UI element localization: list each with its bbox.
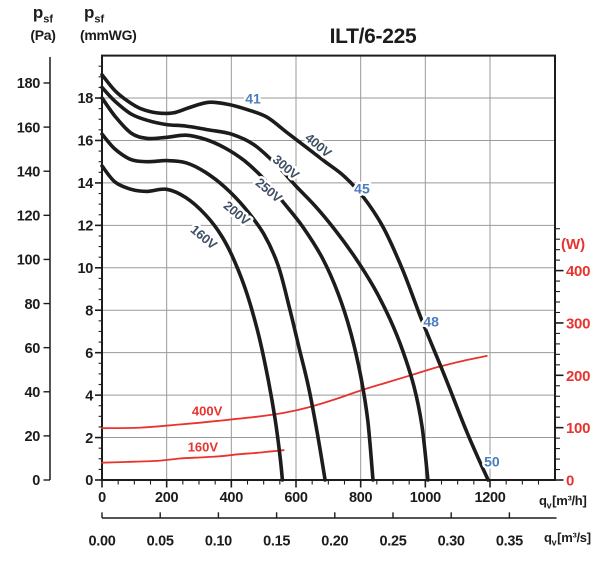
flow-tick-label: 1000 (410, 490, 441, 506)
qs-axis: 0.00 0.05 0.10 0.15 0.20 0.25 0.30 0.35 (88, 512, 557, 550)
noise-level-label: 41 (245, 91, 261, 107)
pa-axis-symbol: psf (32, 3, 54, 26)
qs-tick-label: 0.35 (496, 534, 523, 550)
flow-tick-label: 0 (98, 490, 106, 506)
watt-tick-label: 200 (566, 368, 590, 385)
pressure-curve-300V (100, 85, 430, 482)
power-curve-label: 160V (188, 440, 219, 455)
mmwg-tick-label: 18 (77, 91, 93, 107)
flow-tick-label: 600 (284, 490, 308, 506)
mmwg-tick-label: 16 (77, 134, 93, 150)
mmwg-axis-unit: (mmWG) (80, 26, 137, 43)
power-labels: 400V 160V (185, 401, 225, 457)
mmwg-tick-label: 8 (85, 303, 93, 319)
mmwg-tick-label: 4 (85, 388, 93, 404)
mmwg-tick-label: 14 (77, 176, 93, 192)
mmwg-tick-label: 0 (85, 473, 93, 489)
watt-tick-label: 300 (566, 315, 590, 332)
flow-tick-label: 800 (349, 490, 373, 506)
chart-title: ILT/6-225 (329, 25, 417, 48)
flow-tick-label: 1200 (474, 490, 505, 506)
pa-tick-label: 100 (17, 253, 41, 269)
watt-axis-unit: (W) (561, 236, 586, 253)
power-curve-label: 400V (192, 403, 223, 418)
pa-axis-ticks: 180 160 140 120 100 80 60 40 20 0 (17, 76, 50, 489)
flow-axis-ticks: 0 200 400 600 800 1000 1200 (98, 480, 540, 506)
mmwg-axis-title: psf (mmWG) (80, 4, 170, 43)
noise-level-label: 50 (484, 453, 500, 469)
noise-level-label: 48 (423, 313, 439, 329)
pa-tick-label: 20 (24, 429, 40, 445)
noise-labels: 41 45 48 50 (243, 88, 503, 472)
pressure-curves (100, 72, 490, 482)
pa-tick-label: 60 (24, 341, 40, 357)
mmwg-tick-label: 10 (77, 261, 93, 277)
qs-tick-label: 0.05 (147, 534, 174, 550)
flow-axis-unit-m3s: qv [m³/s] (544, 530, 591, 548)
watt-tick-label: 0 (566, 473, 574, 490)
voltage-curve-label: 200V (221, 198, 254, 229)
qs-tick-label: 0.10 (205, 534, 232, 550)
pressure-curve-400V (100, 72, 490, 482)
pa-tick-label: 140 (17, 164, 41, 180)
voltage-curve-label: 300V (270, 152, 303, 183)
watt-tick-label: 400 (566, 263, 590, 280)
watt-tick-label: 100 (566, 420, 590, 437)
noise-level-label: 45 (354, 181, 370, 197)
pa-tick-label: 0 (32, 473, 40, 489)
pa-tick-label: 160 (17, 120, 41, 136)
mmwg-axis-ticks: 18 16 14 12 10 8 6 4 2 0 (77, 65, 102, 489)
pressure-curve-200V (100, 132, 327, 482)
mmwg-tick-label: 12 (77, 219, 93, 235)
qs-tick-label: 0.20 (321, 534, 348, 550)
mmwg-tick-label: 2 (85, 431, 93, 447)
pressure-curve-250V (100, 96, 375, 482)
pa-axis-title: psf (Pa) (14, 4, 72, 43)
qs-tick-label: 0.25 (379, 534, 406, 550)
pa-tick-label: 120 (17, 209, 41, 225)
mmwg-tick-label: 6 (85, 346, 93, 362)
qs-tick-label: 0.00 (88, 534, 115, 550)
flow-tick-label: 200 (155, 490, 179, 506)
mmwg-axis-symbol: psf (84, 3, 105, 26)
pressure-curve-160V (100, 164, 285, 482)
power-curve-160V (101, 449, 285, 464)
pa-tick-label: 80 (24, 297, 40, 313)
pa-tick-label: 40 (24, 385, 40, 401)
qs-tick-label: 0.30 (438, 534, 465, 550)
flow-axis-unit-m3h: qv [m³/h] (539, 493, 587, 511)
power-curves (101, 355, 488, 464)
flow-tick-label: 400 (220, 490, 244, 506)
qs-tick-label: 0.15 (263, 534, 290, 550)
power-curve-400V (101, 355, 488, 430)
pa-axis-unit: (Pa) (30, 26, 56, 43)
pa-tick-label: 180 (17, 76, 41, 92)
watt-axis-ticks: 400 300 200 100 0 (555, 228, 590, 490)
